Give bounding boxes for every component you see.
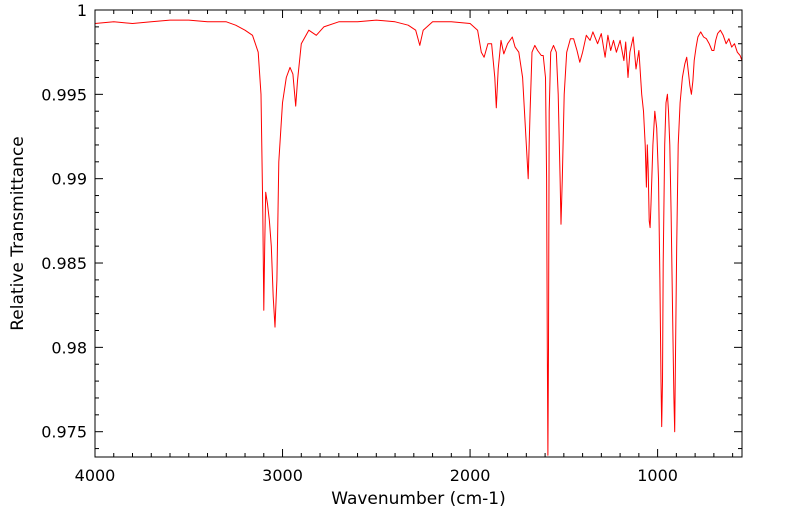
y-major-ticks <box>95 9 742 433</box>
y-tick-label: 0.985 <box>41 254 87 273</box>
x-tick-label: 1000 <box>637 466 678 485</box>
x-minor-ticks <box>113 10 734 457</box>
y-tick-label: 0.995 <box>41 85 87 104</box>
y-tick-label: 1 <box>77 1 87 20</box>
x-tick-labels: 4000 3000 2000 1000 <box>75 466 678 485</box>
x-major-ticks <box>94 10 659 457</box>
y-tick-label: 0.99 <box>51 170 87 189</box>
x-tick-label: 3000 <box>262 466 303 485</box>
y-tick-label: 0.975 <box>41 423 87 442</box>
series-layer <box>94 19 743 456</box>
y-tick-labels: 1 0.995 0.99 0.985 0.98 0.975 <box>41 1 87 442</box>
y-axis-label: Relative Transmittance <box>8 136 28 331</box>
x-tick-label: 4000 <box>75 466 116 485</box>
x-axis-label: Wavenumber (cm-1) <box>331 489 506 509</box>
y-minor-ticks <box>95 26 742 450</box>
spectrum-line <box>94 19 743 456</box>
plot-area-frame <box>94 9 743 458</box>
y-tick-label: 0.98 <box>51 338 87 357</box>
x-tick-label: 2000 <box>450 466 491 485</box>
